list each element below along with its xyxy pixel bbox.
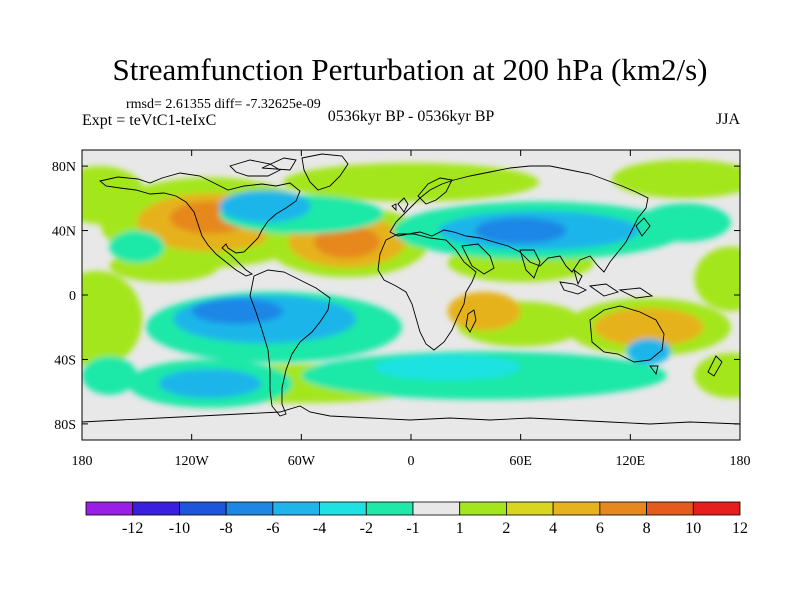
lon-tick-label: 180 [730, 454, 751, 469]
colorbar-label: -1 [406, 520, 419, 537]
contour-region [314, 225, 380, 258]
colorbar-label: 1 [456, 520, 464, 537]
colorbar-swatch [225, 501, 274, 516]
coast-australia [589, 305, 665, 376]
coast-scandinavia [417, 177, 453, 205]
coast-eurasia [389, 165, 649, 273]
colorbar-swatch [132, 501, 180, 516]
contour-region [694, 246, 740, 312]
contour-region [219, 190, 311, 223]
contour-region [694, 353, 740, 399]
figure-title: Streamfunction Perturbation at 200 hPa (… [113, 52, 708, 87]
latitude-axis: 80N 40N 0 40S 80S [52, 160, 740, 433]
colorbar-swatch [272, 501, 320, 516]
colorbar-swatch [412, 501, 461, 516]
coast-north-america [99, 172, 301, 277]
lon-tick-label: 120E [616, 454, 646, 469]
colorbar-swatch [552, 501, 601, 516]
contour-region [474, 217, 567, 244]
colorbar-swatch [506, 501, 554, 516]
contour-region [612, 159, 740, 199]
colorbar-swatch [365, 501, 414, 516]
coast-new-zealand [707, 355, 723, 377]
longitude-axis: 180 120W 60W 0 60E 120E 180 [72, 150, 751, 469]
contour-region [593, 307, 704, 347]
coast-africa [377, 233, 477, 351]
coast-madagascar [465, 309, 477, 333]
coast-antarctica [82, 405, 740, 425]
colorbar-label: 6 [596, 520, 604, 537]
colorbar-label: -2 [360, 520, 373, 537]
contour-region [109, 230, 165, 263]
contour-region [158, 369, 262, 399]
lat-tick-label: 80S [54, 418, 76, 433]
map-panel [82, 150, 740, 440]
colorbar-swatch [179, 501, 227, 516]
contour-region [191, 298, 284, 324]
period-label: 0536kyr BP - 0536kyr BP [328, 108, 495, 125]
coast-arabia-india [461, 243, 541, 279]
colorbar-label: -8 [219, 520, 232, 537]
stats-label: rmsd= 2.61355 diff= -7.32625e-09 [126, 97, 321, 112]
colorbar-label: -12 [122, 520, 143, 537]
contour-region [447, 291, 521, 331]
lat-tick-label: 40N [52, 225, 76, 240]
contour-region [374, 354, 521, 381]
colorbar-label: -6 [266, 520, 279, 537]
season-label: JJA [716, 111, 740, 128]
experiment-label: Expt = teVtC1-teIxC [82, 112, 216, 129]
colorbar-swatch [646, 501, 694, 516]
lat-tick-label: 40S [54, 353, 76, 368]
colorbar-label: 2 [502, 520, 510, 537]
contour-fill-layer [82, 159, 740, 408]
lon-tick-label: 120W [175, 454, 210, 469]
coast-arctic-islands [229, 157, 297, 177]
lat-tick-label: 0 [69, 289, 76, 304]
colorbar-swatch [599, 501, 647, 516]
coast-south-america [249, 269, 331, 417]
colorbar-swatch [85, 501, 134, 516]
lat-tick-label: 80N [52, 160, 76, 175]
contour-region [82, 270, 143, 368]
coast-indonesia [559, 268, 654, 299]
contour-region [82, 356, 137, 395]
lon-tick-label: 60E [509, 454, 532, 469]
coast-british-isles [391, 197, 409, 213]
lon-tick-label: 180 [72, 454, 93, 469]
contour-region [626, 338, 671, 365]
colorbar-label: 10 [685, 520, 701, 537]
contour-region [283, 162, 539, 202]
colorbar-swatch [692, 501, 741, 516]
colorbar-label: 8 [643, 520, 651, 537]
coastline-layer [82, 153, 740, 425]
colorbar-label: 4 [549, 520, 557, 537]
colorbar-swatch [319, 501, 367, 516]
colorbar-swatch [459, 501, 507, 516]
colorbar [85, 501, 741, 516]
colorbar-label: 12 [732, 520, 748, 537]
colorbar-label: -4 [313, 520, 326, 537]
lon-tick-label: 0 [408, 454, 415, 469]
coast-japan [635, 217, 651, 237]
coast-greenland [301, 153, 349, 191]
colorbar-labels: -12 -10 -8 -6 -4 -2 -1 1 2 4 6 8 10 12 [122, 520, 748, 537]
colorbar-label: -10 [169, 520, 190, 537]
contour-region [639, 203, 731, 242]
lon-tick-label: 60W [288, 454, 316, 469]
